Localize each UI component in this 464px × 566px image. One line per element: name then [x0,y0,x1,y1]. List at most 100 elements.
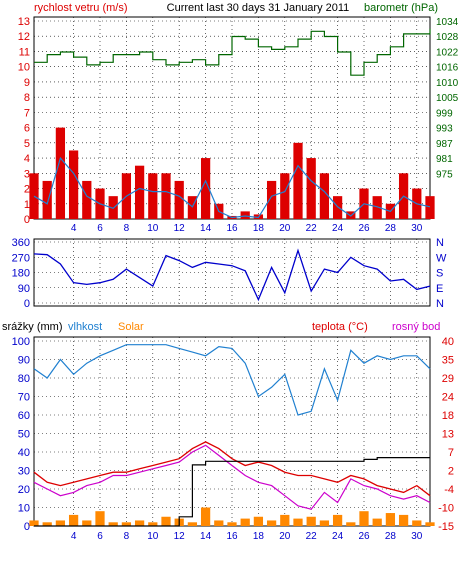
x-tick-label: 28 [385,531,397,542]
x-tick-label: 8 [124,531,130,542]
wind-gust-bar [29,173,39,219]
wind-speed-tick-label: 8 [24,92,30,104]
temperature-tick-label: 40 [442,336,454,348]
solar-bar [42,522,52,526]
temperature-line [33,441,431,497]
x-tick-label: 30 [411,531,423,542]
direction-tick-label: 0 [24,298,30,310]
wind-speed-tick-label: 11 [19,46,30,58]
solar-bar [95,511,105,526]
wind-direction-line [33,248,431,302]
solar-bar [121,522,132,526]
solar-bar [398,514,409,526]
pressure-tick-label: 1016 [436,63,459,74]
wind-speed-axis-title: rychlost vetru (m/s) [34,2,128,14]
temperature-tick-label: 29 [442,373,454,385]
temperature-tick-label: 2 [448,466,454,478]
solar-bar [412,520,422,526]
wind-speed-tick-label: 4 [24,153,30,165]
solar-bar [214,520,224,526]
direction-tick-label: 90 [18,283,30,295]
temperature-tick-label: 18 [442,410,454,422]
solar-bar [306,516,316,526]
rain-axis-title: srážky (mm) [2,321,63,333]
wind-speed-tick-label: 13 [18,16,30,28]
solar-bar [55,520,66,526]
humidity-tick-label: 10 [18,503,30,515]
wind-speed-tick-label: 7 [24,107,30,119]
pressure-tick-label: 975 [436,169,453,180]
rain-line [34,457,430,527]
wind-gust-bar [55,127,66,219]
wind-gust-bar [425,196,435,219]
solar-bar [108,522,118,526]
solar-bar [346,522,356,526]
pressure-tick-label: 993 [436,124,453,135]
wind-speed-tick-label: 6 [24,123,30,135]
solar-bar [266,520,277,526]
x-tick-label: 14 [200,223,212,234]
direction-tick-label: 180 [12,268,30,280]
wind-gust-bar [200,158,211,219]
pressure-tick-label: 1005 [436,93,459,104]
humidity-tick-label: 100 [12,336,30,348]
humidity-line [33,344,431,416]
wind-gust-bar [148,173,158,219]
x-tick-label: 14 [200,531,212,542]
x-tick-label: 26 [358,223,370,234]
compass-label: N [436,298,444,310]
solar-bar [187,522,198,526]
x-tick-label: 12 [174,223,186,234]
solar-bar [253,516,264,526]
temperature-tick-label: -15 [438,521,454,533]
solar-bar [68,514,79,526]
wind-gust-bar [372,196,382,219]
x-tick-label: 20 [279,531,291,542]
pressure-tick-label: 1028 [436,32,459,43]
x-tick-label: 4 [71,531,77,542]
humidity-tick-label: 80 [18,373,30,385]
x-tick-label: 18 [253,531,265,542]
solar-bar [240,518,250,526]
compass-label: W [436,252,447,264]
pressure-tick-label: 987 [436,139,453,150]
wind-gust-bar [134,165,145,219]
wind-gust-bar [174,180,184,219]
humidity-tick-label: 50 [18,429,30,441]
x-tick-label: 4 [71,223,77,234]
x-tick-label: 22 [306,531,318,542]
temperature-tick-label: -4 [444,484,454,496]
wind-gust-bar [319,173,330,219]
wind-speed-tick-label: 12 [18,31,30,43]
wind-gust-bar [293,142,303,219]
dewpoint-line [33,444,431,510]
x-tick-label: 26 [358,531,370,542]
wind-gust-bar [187,196,198,219]
solar-bar [82,520,92,526]
x-tick-label: 24 [332,223,344,234]
wind-gust-bar [42,180,52,219]
temperature-tick-label: 7 [448,447,454,459]
x-tick-label: 30 [411,223,423,234]
solar-bar [425,522,435,526]
humidity-tick-label: 60 [18,410,30,422]
wind-speed-line [33,156,431,219]
x-tick-label: 24 [332,531,344,542]
wind-speed-tick-label: 3 [24,168,30,180]
solar-bar [385,513,396,526]
temperature-axis-title: teplota (°C) [312,321,368,333]
x-tick-label: 10 [147,531,159,542]
compass-label: S [436,268,443,280]
pressure-tick-label: 981 [436,154,453,165]
direction-tick-label: 360 [12,237,30,249]
wind-gust-bar [306,158,316,219]
temperature-tick-label: -10 [438,503,454,515]
pressure-tick-label: 1034 [436,17,459,28]
solar-bar [200,507,211,526]
humidity-tick-label: 0 [24,521,30,533]
wind-gust-bar [266,180,277,219]
climate-panel-frame [33,336,431,527]
x-tick-label: 10 [147,223,159,234]
x-tick-label: 6 [97,531,103,542]
